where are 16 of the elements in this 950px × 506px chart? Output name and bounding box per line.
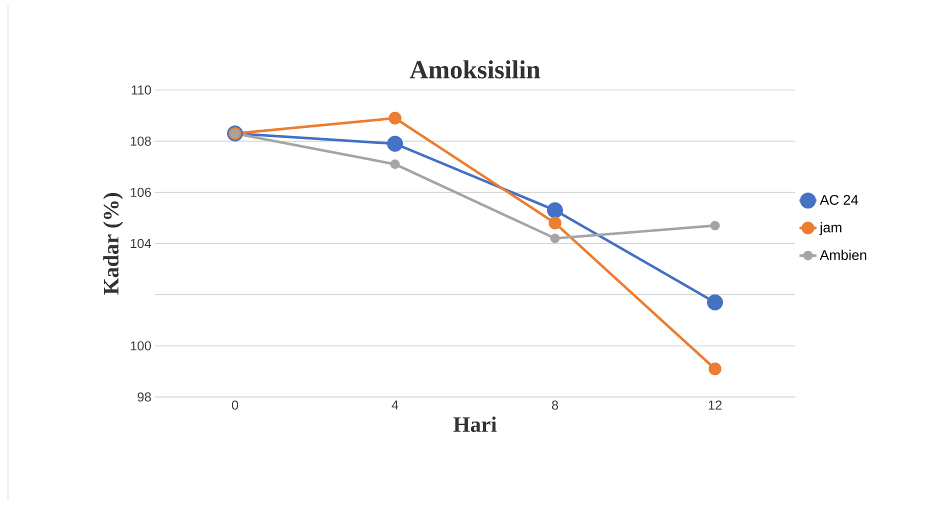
x-tick-label: 0 bbox=[232, 400, 238, 410]
y-tick-label: 110 bbox=[132, 85, 151, 95]
chart-title: Amoksisilin bbox=[410, 60, 540, 79]
y-tick-label: 108 bbox=[130, 136, 151, 146]
legend-label: Ambien bbox=[820, 250, 866, 260]
x-axis-title: Hari bbox=[453, 416, 497, 432]
x-tick-label: 8 bbox=[552, 400, 558, 410]
y-tick-label: 104 bbox=[130, 238, 152, 248]
x-tick-label: 4 bbox=[392, 400, 398, 410]
y-tick-label: 100 bbox=[130, 341, 151, 350]
legend-label: jam bbox=[819, 222, 842, 236]
y-tick-label: 98 bbox=[138, 392, 151, 402]
x-tick-label: 12 bbox=[708, 400, 722, 410]
legend-label: AC 24 bbox=[820, 194, 858, 205]
y-tick-label: 106 bbox=[130, 188, 151, 197]
y-axis-title: Kadar (%) bbox=[103, 193, 124, 295]
